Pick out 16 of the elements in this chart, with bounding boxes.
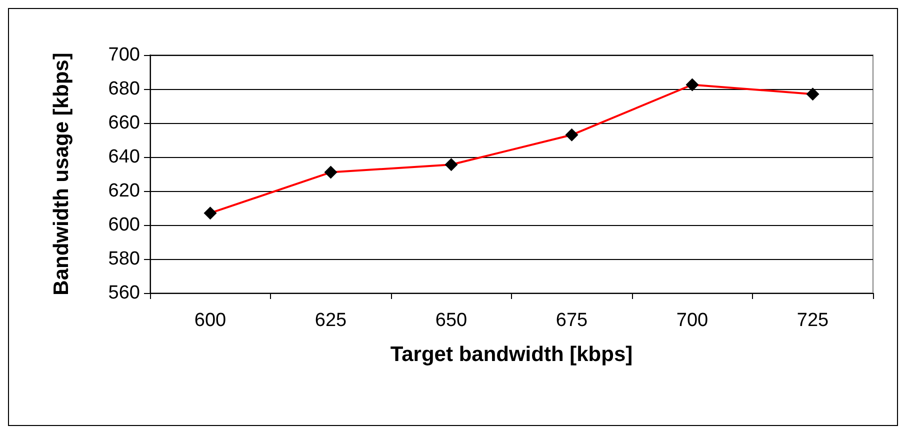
y-tick-label: 660: [108, 112, 140, 134]
y-tick-label: 620: [108, 180, 140, 202]
y-tick-label: 680: [108, 78, 140, 100]
x-tick-label: 725: [796, 310, 829, 331]
y-axis-title: Bandwidth usage [kbps]: [50, 52, 73, 296]
y-tick-label: 560: [108, 282, 140, 304]
x-tick-label: 675: [556, 310, 588, 331]
x-axis-title: Target bandwidth [kbps]: [390, 343, 633, 366]
x-tick-label: 650: [435, 310, 468, 331]
y-tick-label: 580: [108, 248, 140, 270]
x-tick-label: 625: [314, 310, 347, 331]
y-tick-label: 700: [108, 44, 140, 66]
x-tick-label: 700: [676, 310, 708, 331]
y-tick-label: 600: [108, 214, 140, 236]
y-tick-label: 640: [108, 146, 140, 168]
x-tick-label: 600: [194, 310, 226, 331]
